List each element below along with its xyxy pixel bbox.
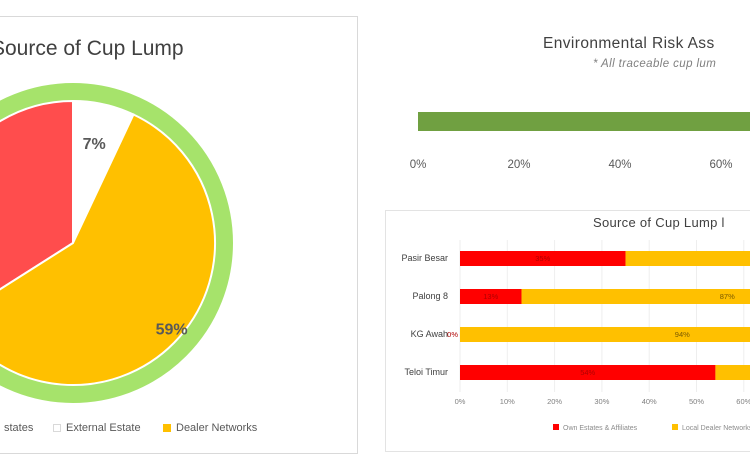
pie-chart: 7% 59% (0, 83, 233, 403)
env-bar-chart: 0% 20% 40% 60% (410, 112, 750, 171)
pie-slice-label: 59% (156, 322, 188, 339)
pie-slice (0, 113, 216, 386)
env-chart-subtitle: * All traceable cup lum (593, 58, 717, 70)
pie-outer-ring (0, 83, 233, 403)
env-chart-title: Environmental Risk Ass (543, 35, 715, 52)
pie-legend-item: External Estate (53, 422, 141, 434)
pie-chart-panel: Source of Cup Lump 7% 59% states External… (0, 16, 358, 454)
env-axis-tick-label: 0% (410, 159, 427, 171)
env-axis-tick-label: 40% (608, 159, 631, 171)
env-axis-tick-label: 20% (507, 159, 530, 171)
pie-legend-label: External Estate (66, 422, 141, 434)
pie-slice (0, 99, 74, 291)
pie-legend-label: Dealer Networks (176, 422, 258, 434)
pie-legend-item: states (0, 422, 33, 434)
env-axis-tick-label: 60% (709, 159, 732, 171)
pie-slice-label: 7% (83, 136, 106, 153)
pie-legend-item: Dealer Networks (163, 422, 257, 434)
stacked-bar-title: Source of Cup Lump l (593, 215, 725, 230)
stacked-bar-panel (385, 210, 750, 452)
pie-legend-label: states (4, 422, 34, 434)
pie-chart-title: Source of Cup Lump (0, 37, 184, 60)
env-bar (418, 112, 750, 131)
